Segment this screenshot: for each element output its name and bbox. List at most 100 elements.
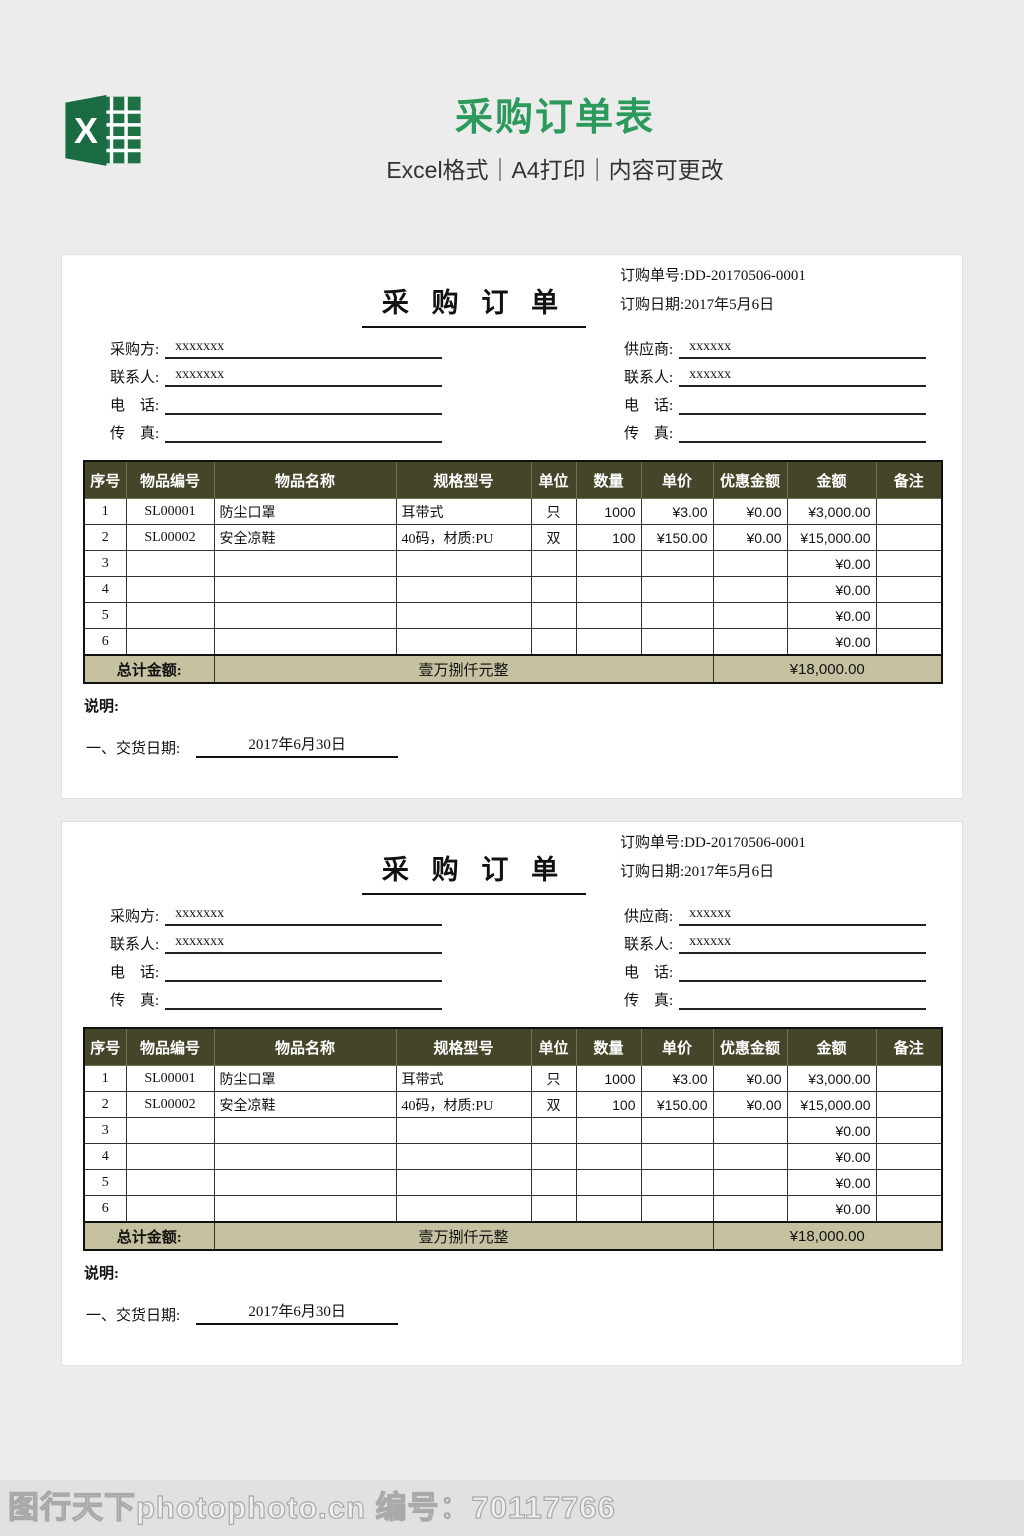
table-row: 5 ¥0.00	[83, 1169, 943, 1196]
header-price: 单价	[640, 460, 714, 499]
table-cell	[875, 1169, 943, 1196]
table-cell	[712, 602, 788, 629]
buyer-contact-row: 联系人: xxxxxxx	[110, 926, 442, 954]
header-qty: 数量	[575, 1027, 642, 1066]
header-seq: 序号	[83, 460, 127, 499]
total-amount-in-words: 壹万捌仟元整	[213, 1221, 714, 1251]
header-note: 备注	[875, 460, 943, 499]
buyer-phone-row: 电 话:	[110, 387, 442, 415]
table-row: 1 SL00001 防尘口罩 耳带式只 1000 ¥3.00 ¥0.00 ¥3,000.00	[83, 1065, 943, 1092]
table-cell: 双	[530, 1091, 577, 1118]
table-cell: 只	[530, 1065, 577, 1092]
header-item-name: 物品名称	[213, 460, 397, 499]
buyer-fax-row: 传 真:	[110, 415, 442, 443]
header-seq: 序号	[83, 1027, 127, 1066]
buyer-contact-row: 联系人: xxxxxxx	[110, 359, 442, 387]
page-subtitle: Excel格式｜A4打印｜内容可更改	[386, 157, 724, 183]
header-amount: 金额	[786, 1027, 877, 1066]
table-cell: ¥0.00	[712, 1091, 788, 1118]
table-cell	[395, 1195, 532, 1223]
table-cell	[213, 550, 397, 577]
buyer-phone-label: 电 话:	[110, 398, 160, 414]
page-title: 采购订单表	[454, 97, 655, 139]
table-cell: ¥0.00	[712, 524, 788, 551]
watermark-text: 图行天下photophoto.cn 编号：70117766	[7, 1489, 616, 1525]
table-cell: 双	[530, 524, 577, 551]
table-cell: ¥0.00	[786, 628, 877, 656]
table-cell: 40码，材质:PU	[395, 1091, 532, 1118]
buyer-phone-value	[165, 393, 442, 415]
table-cell: ¥150.00	[640, 1091, 714, 1118]
supplier-fax-label: 传 真:	[624, 993, 674, 1009]
table-cell	[575, 1169, 642, 1196]
table-cell: 3	[83, 1117, 127, 1144]
header-amount: 金额	[786, 460, 877, 499]
buyer-value: xxxxxxx	[165, 337, 442, 359]
table-cell	[530, 602, 577, 629]
table-cell: ¥15,000.00	[786, 524, 877, 551]
document-title: 采 购 订 单	[362, 281, 586, 328]
table-cell	[125, 1117, 215, 1144]
buyer-info-block: 采购方: xxxxxxx 联系人: xxxxxxx 电 话: 传 真:	[110, 331, 442, 443]
table-cell	[530, 1195, 577, 1223]
buyer-label: 采购方:	[110, 909, 160, 925]
table-cell: 耳带式	[395, 498, 532, 525]
order-number-label: 订购单号:	[620, 268, 685, 284]
buyer-contact-value: xxxxxxx	[165, 932, 442, 954]
table-cell	[640, 550, 714, 577]
total-label: 总计金额:	[83, 1221, 215, 1251]
document-title: 采 购 订 单	[362, 848, 586, 895]
table-cell: ¥0.00	[786, 1143, 877, 1170]
table-cell: ¥0.00	[786, 1117, 877, 1144]
table-cell: 1	[83, 498, 127, 525]
table-row: 1 SL00001 防尘口罩 耳带式只 1000 ¥3.00 ¥0.00 ¥3,000.00	[83, 498, 943, 525]
buyer-contact-value: xxxxxxx	[165, 365, 442, 387]
buyer-row: 采购方: xxxxxxx	[110, 898, 442, 926]
header-unit: 单位	[530, 1027, 577, 1066]
table-cell: ¥3.00	[640, 498, 714, 525]
total-row: 总计金额: 壹万捌仟元整 ¥18,000.00	[83, 654, 943, 684]
table-cell	[712, 1169, 788, 1196]
buyer-row: 采购方: xxxxxxx	[110, 331, 442, 359]
table-cell	[530, 628, 577, 656]
order-date-value: 2017年5月6日	[684, 297, 775, 313]
table-cell	[875, 1091, 943, 1118]
buyer-fax-value	[165, 988, 442, 1010]
table-cell	[875, 1065, 943, 1092]
table-cell	[213, 1143, 397, 1170]
table-cell	[530, 1117, 577, 1144]
table-cell	[575, 628, 642, 656]
supplier-info-block: 供应商: xxxxxx 联系人: xxxxxx 电 话: 传 真:	[624, 898, 926, 1010]
total-amount: ¥18,000.00	[712, 654, 943, 684]
buyer-phone-value	[165, 960, 442, 982]
excel-logo-icon: X	[65, 94, 141, 166]
order-number: 订购单号:DD-20170506-0001	[620, 267, 806, 285]
table-cell: 4	[83, 1143, 127, 1170]
table-cell: ¥0.00	[712, 1065, 788, 1092]
table-cell: 100	[575, 524, 642, 551]
header-spec: 规格型号	[395, 1027, 532, 1066]
table-cell	[125, 1169, 215, 1196]
table-cell	[875, 1117, 943, 1144]
buyer-fax-row: 传 真:	[110, 982, 442, 1010]
table-cell	[530, 1169, 577, 1196]
table-cell	[213, 1195, 397, 1223]
table-cell	[875, 524, 943, 551]
table-cell	[640, 576, 714, 603]
delivery-date-row: 一、交货日期: 2017年6月30日	[86, 1300, 399, 1325]
supplier-info-block: 供应商: xxxxxx 联系人: xxxxxx 电 话: 传 真:	[624, 331, 926, 443]
supplier-phone-label: 电 话:	[624, 398, 674, 414]
table-cell	[125, 602, 215, 629]
delivery-date-label: 一、交货日期:	[86, 741, 181, 757]
delivery-date-value: 2017年6月30日	[196, 1300, 399, 1325]
table-row: 3 ¥0.00	[83, 550, 943, 577]
table-cell: 只	[530, 498, 577, 525]
table-cell	[395, 628, 532, 656]
table-cell	[640, 602, 714, 629]
order-meta: 订购单号:DD-20170506-0001 订购日期:2017年5月6日	[620, 834, 806, 892]
table-cell	[213, 628, 397, 656]
table-header-row: 序号 物品编号 物品名称 规格型号 单位 数量 单价 优惠金额 金额 备注	[83, 460, 943, 499]
notes-label: 说明:	[84, 1266, 119, 1282]
header-discount: 优惠金额	[712, 460, 788, 499]
